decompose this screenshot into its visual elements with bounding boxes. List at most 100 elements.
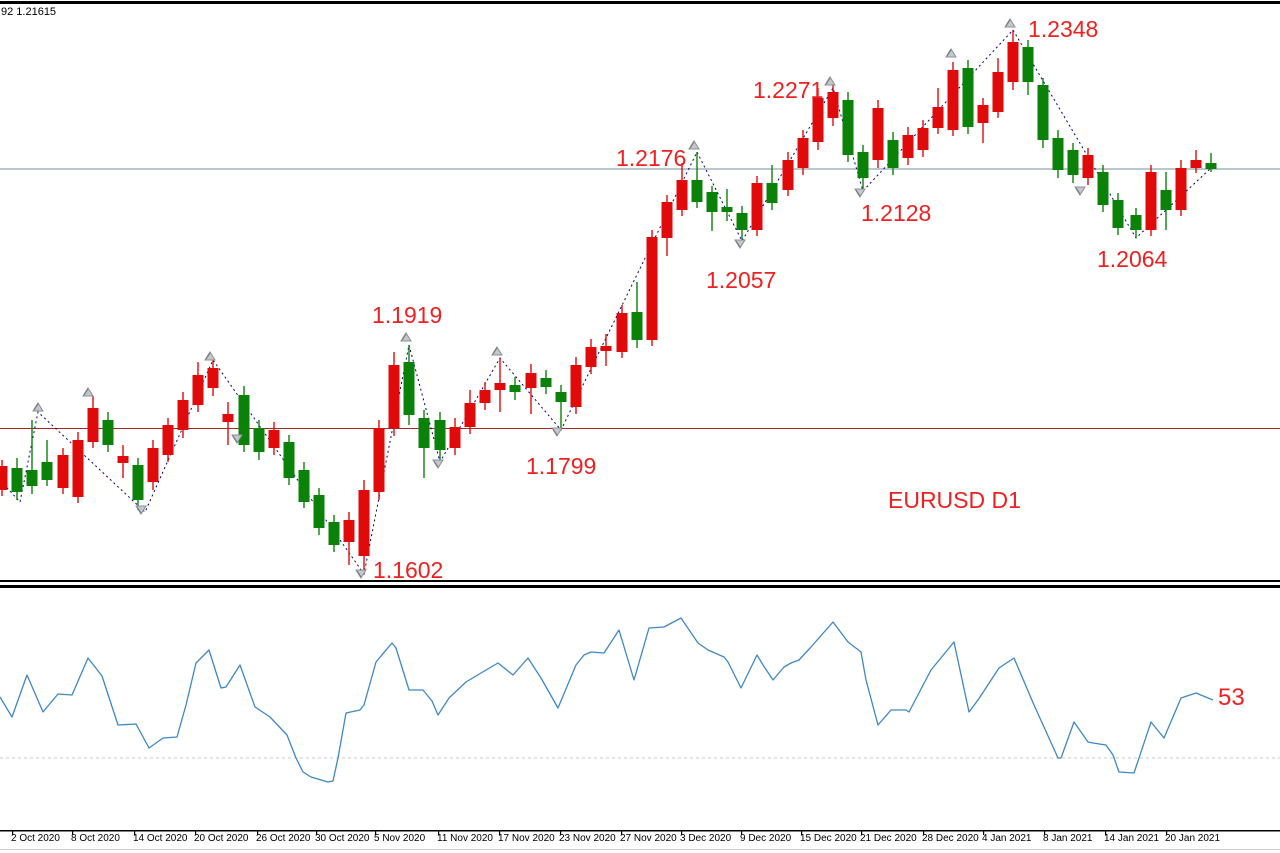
- candle-body: [298, 470, 310, 502]
- zigzag-price-label: 1.2128: [861, 200, 932, 226]
- fractal-arrow-detail: [946, 49, 952, 57]
- candle-body: [842, 100, 854, 155]
- fractal-arrow-detail: [825, 77, 831, 85]
- window-top-border: [0, 1, 1280, 4]
- date-label: 15 Dec 2020: [800, 833, 857, 844]
- candle-body: [797, 138, 809, 168]
- axis-tick: [499, 831, 501, 835]
- date-label: 3 Dec 2020: [680, 833, 732, 844]
- axis-tick: [134, 831, 136, 835]
- axis-tick: [316, 831, 318, 835]
- axis-tick: [923, 831, 925, 835]
- axis-tick: [801, 831, 803, 835]
- fractal-arrow-detail: [492, 347, 498, 355]
- fractal-arrow-detail: [1075, 187, 1081, 195]
- candle-body: [479, 390, 491, 403]
- fractal-arrow-detail: [1005, 19, 1011, 27]
- candle-body: [1097, 172, 1109, 205]
- fractal-arrow-detail: [205, 352, 211, 360]
- candle-body: [328, 522, 340, 545]
- candle-body: [207, 368, 219, 388]
- date-label: 20 Oct 2020: [194, 833, 249, 844]
- candle-body: [782, 160, 794, 190]
- date-label: 4 Jan 2021: [982, 833, 1032, 844]
- candle-body: [992, 72, 1004, 112]
- date-label: 23 Nov 2020: [559, 833, 616, 844]
- candle-body: [11, 468, 23, 492]
- candle-body: [646, 237, 658, 340]
- fractal-arrow-detail: [136, 506, 142, 514]
- axis-tick: [560, 831, 562, 835]
- date-label: 8 Oct 2020: [71, 833, 120, 844]
- date-label: 20 Jan 2021: [1165, 833, 1221, 844]
- zigzag-price-label: 1.2176: [616, 145, 687, 171]
- candle-body: [177, 400, 189, 430]
- candle-body: [449, 427, 461, 448]
- panel-splitter[interactable]: [0, 580, 1280, 582]
- date-label: 2 Oct 2020: [11, 833, 60, 844]
- candle-body: [222, 414, 234, 422]
- axis-tick: [1044, 831, 1046, 835]
- candle-body: [555, 392, 567, 402]
- candle-body: [600, 346, 612, 351]
- candle-body: [147, 448, 159, 482]
- candle-body: [540, 378, 552, 387]
- candle-body: [117, 456, 129, 463]
- fractal-arrow-detail: [401, 333, 407, 341]
- zigzag-price-label: 1.1919: [372, 302, 443, 328]
- candle-body: [132, 465, 144, 500]
- candle-body: [238, 395, 250, 445]
- axis-tick: [257, 831, 259, 835]
- candle-body: [1130, 215, 1142, 230]
- candle-body: [494, 383, 506, 390]
- candle-body: [41, 462, 53, 480]
- candle-body: [358, 490, 370, 556]
- candle-body: [464, 403, 476, 427]
- candle-body: [962, 68, 974, 127]
- panel-splitter-bar[interactable]: [0, 585, 1280, 588]
- candle-body: [887, 140, 899, 168]
- candle-body: [26, 470, 38, 486]
- candle-body: [253, 428, 265, 452]
- candle-body: [87, 408, 99, 442]
- candle-body: [102, 420, 114, 445]
- candle-body: [585, 347, 597, 367]
- fractal-arrow-detail: [356, 570, 362, 578]
- indicator-bottom-border: [0, 830, 1280, 832]
- candle-body: [509, 385, 521, 392]
- indicator-value-label: 53: [1218, 684, 1245, 711]
- candle-body: [691, 180, 703, 202]
- candle-body: [373, 428, 385, 492]
- axis-tick: [375, 831, 377, 835]
- candle-body: [418, 418, 430, 448]
- axis-tick: [72, 831, 74, 835]
- candle-body: [812, 98, 824, 142]
- candle-body: [1052, 138, 1064, 170]
- date-label: 28 Dec 2020: [922, 833, 979, 844]
- candle-body: [1190, 160, 1202, 168]
- candle-body: [1067, 150, 1079, 175]
- axis-tick: [1105, 831, 1107, 835]
- zigzag-price-label: 1.1799: [526, 453, 597, 479]
- fractal-arrow-detail: [33, 403, 39, 411]
- candle-body: [570, 365, 582, 407]
- axis-bottom-line: [0, 849, 1280, 850]
- axis-tick: [861, 831, 863, 835]
- candle-body: [706, 192, 718, 212]
- candle-body: [676, 180, 688, 210]
- fractal-arrow-detail: [433, 460, 439, 468]
- fractal-arrow-detail: [855, 189, 861, 197]
- zigzag-price-label: 1.2064: [1097, 246, 1168, 272]
- date-axis: 2 Oct 2020 8 Oct 2020 14 Oct 2020 20 Oct 20…: [0, 833, 1280, 847]
- fractal-arrow-detail: [232, 435, 238, 443]
- date-label: 9 Dec 2020: [740, 833, 792, 844]
- candle-body: [72, 440, 84, 497]
- indicator-line: [0, 617, 1214, 783]
- candle-body: [1160, 190, 1172, 210]
- date-label: 14 Jan 2021: [1104, 833, 1160, 844]
- candle-body: [1175, 168, 1187, 210]
- candle-body: [0, 466, 8, 490]
- axis-tick: [741, 831, 743, 835]
